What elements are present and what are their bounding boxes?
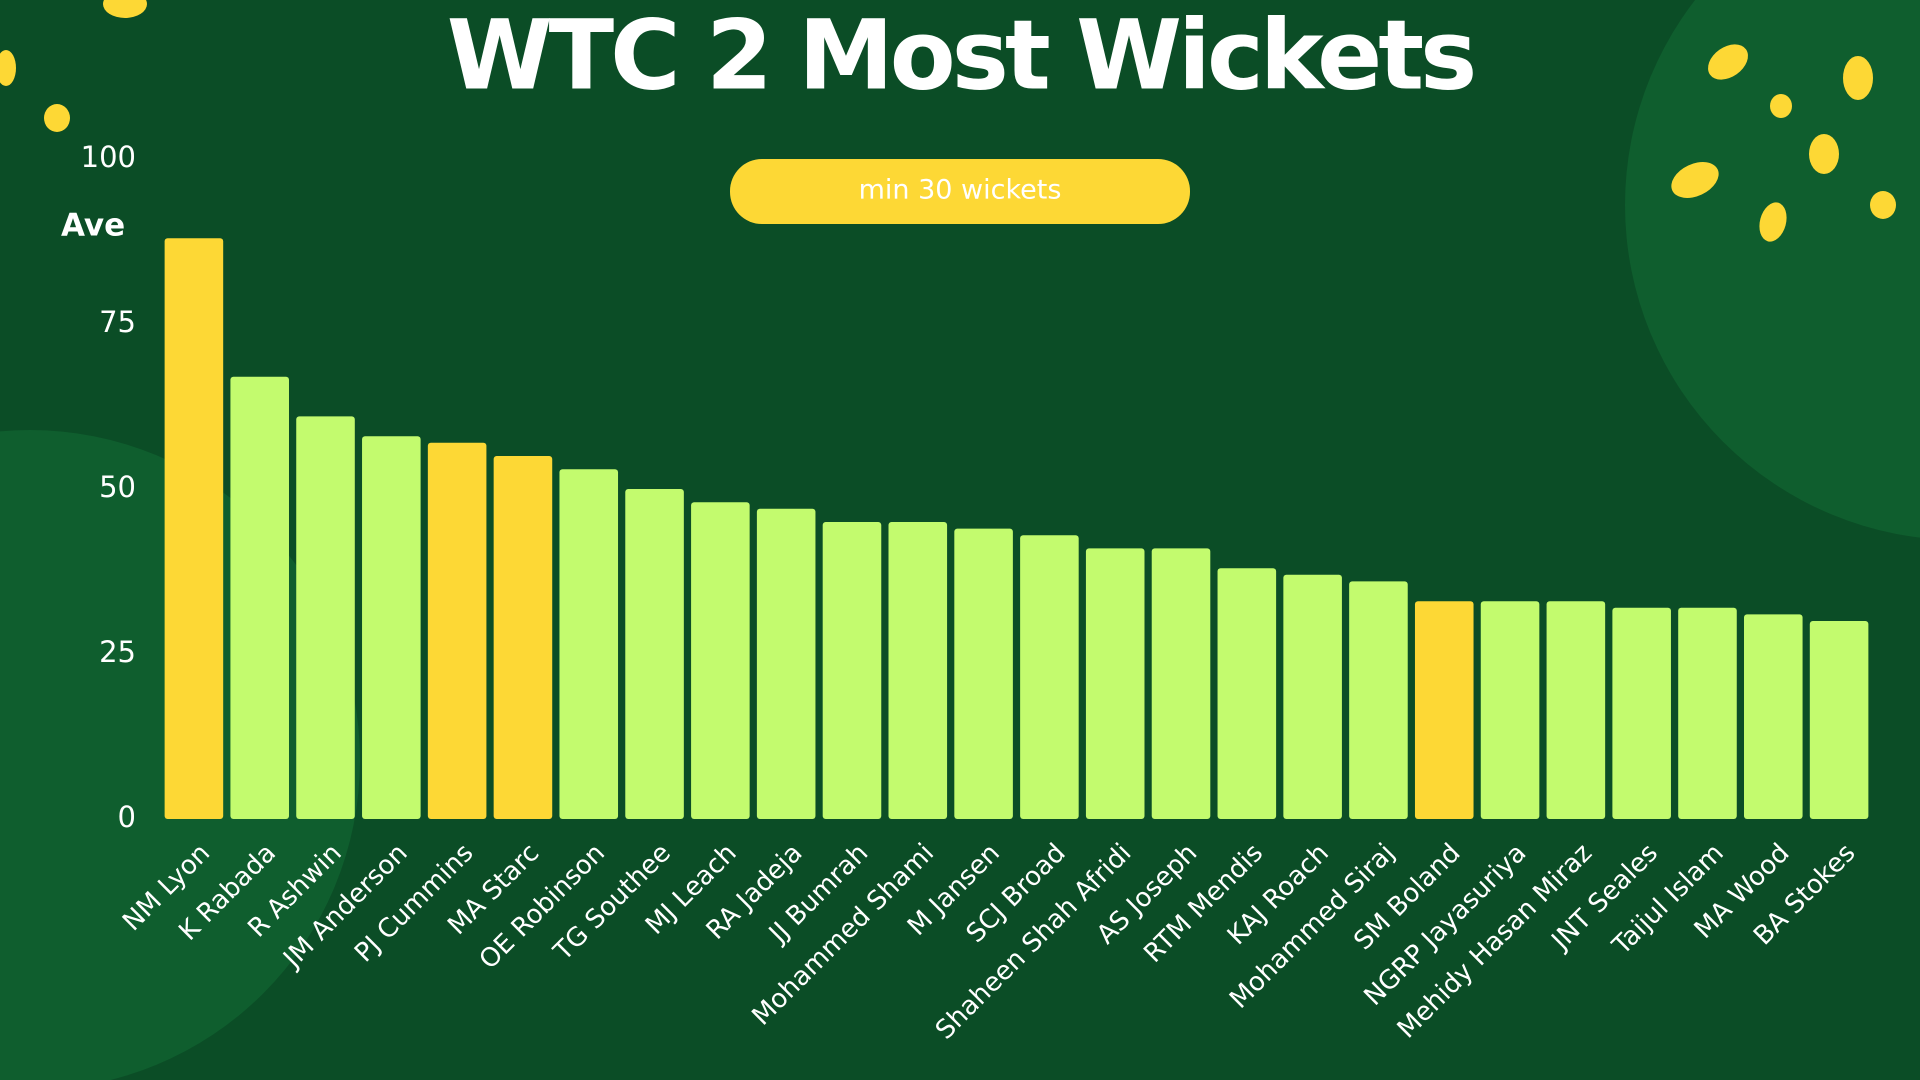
y-tick-label: 100: [81, 140, 136, 174]
bar: [888, 522, 948, 819]
bar: [822, 522, 882, 819]
bar: [954, 528, 1013, 819]
bar: [1744, 614, 1803, 819]
decor-circle: [1625, 0, 1920, 538]
bar: [1678, 607, 1737, 819]
bar: [427, 442, 487, 819]
bar: [691, 502, 750, 819]
y-axis-label: Ave: [61, 208, 125, 244]
subtitle-pill: [730, 159, 1190, 224]
y-tick-label: 75: [99, 305, 136, 339]
bar: [1217, 568, 1277, 819]
y-tick-label: 25: [99, 635, 136, 669]
bar: [296, 416, 355, 819]
bar: [362, 436, 421, 819]
bar: [1546, 601, 1606, 819]
bar: [1020, 535, 1079, 819]
bar: [1612, 607, 1671, 819]
bar: [493, 456, 553, 819]
bar: [1085, 548, 1145, 819]
bar: [230, 376, 289, 819]
y-tick-label: 50: [99, 470, 136, 504]
bar: [1349, 581, 1408, 819]
bar: [625, 489, 684, 819]
y-tick-label: 0: [118, 800, 136, 834]
bar: [1809, 621, 1869, 819]
bar: [1480, 601, 1540, 819]
bar: [1414, 601, 1474, 819]
decor-dots: [0, 0, 1896, 242]
chart-title: WTC 2 Most Wickets: [447, 0, 1474, 111]
bar: [559, 469, 619, 819]
chart-subtitle: min 30 wickets: [859, 175, 1062, 206]
bar: [164, 238, 224, 819]
bar: [1151, 548, 1211, 819]
bar: [1283, 574, 1342, 819]
bar: [756, 508, 816, 819]
